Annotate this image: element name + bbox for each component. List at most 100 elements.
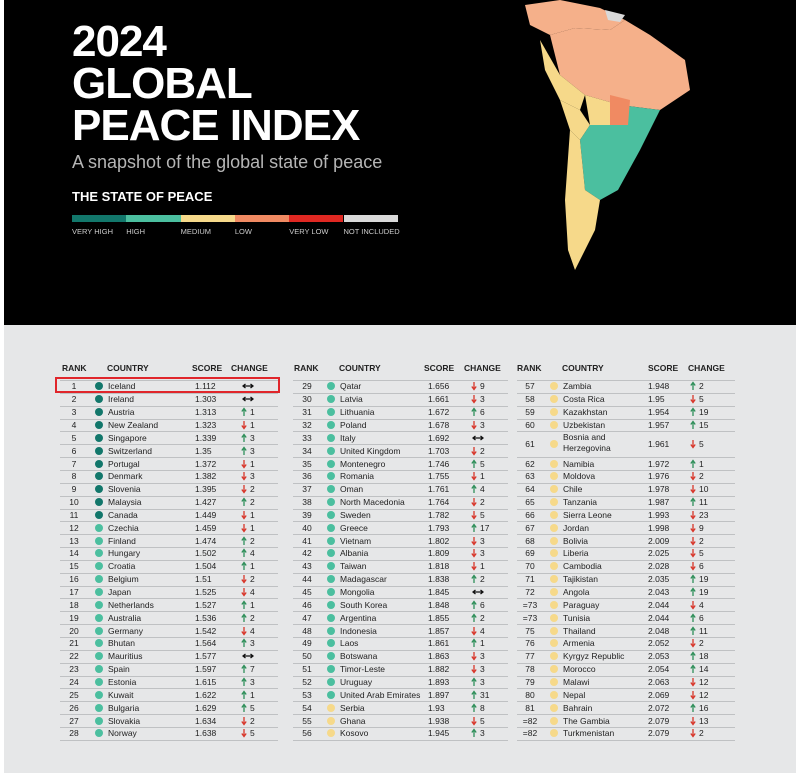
country: Turkmenistan — [563, 728, 615, 739]
row-divider — [293, 482, 508, 484]
legend-swatch — [126, 215, 181, 222]
trend-arrow — [690, 485, 696, 494]
country: Qatar — [340, 381, 362, 392]
row-divider — [60, 624, 278, 626]
row-divider — [293, 611, 508, 613]
row-divider — [60, 739, 278, 741]
change: 19 — [699, 407, 709, 418]
score: 1.809 — [428, 548, 450, 559]
country: Bhutan — [108, 638, 135, 649]
trend-arrow — [241, 523, 247, 533]
rank: 34 — [302, 445, 312, 456]
column-header: CHANGE — [688, 363, 725, 373]
status-dot — [95, 446, 103, 455]
title: 2024 — [72, 17, 167, 66]
row-divider — [517, 469, 735, 471]
row-divider — [60, 649, 278, 651]
rank: 60 — [525, 419, 535, 430]
score: 1.993 — [648, 509, 670, 520]
country: Tajikistan — [563, 574, 598, 585]
country: Madagascar — [340, 574, 387, 585]
trend-arrow — [690, 729, 696, 738]
country: Kosovo — [340, 728, 369, 739]
status-dot — [95, 382, 103, 391]
row-divider — [517, 688, 735, 690]
row-divider — [517, 380, 735, 381]
score: 1.339 — [195, 432, 217, 443]
status-dot — [327, 446, 335, 455]
trend-arrow — [471, 716, 477, 726]
change: 4 — [250, 548, 255, 559]
change: 7 — [250, 664, 255, 675]
row-divider — [293, 585, 508, 587]
score: 1.93 — [428, 702, 445, 713]
change: 5 — [699, 394, 704, 405]
score: 2.072 — [648, 702, 670, 713]
country: Canada — [108, 509, 138, 520]
status-dot — [327, 523, 335, 532]
rank: 55 — [302, 715, 312, 726]
score: 2.043 — [648, 587, 670, 598]
trend-arrow — [690, 497, 696, 507]
score: 1.564 — [195, 638, 217, 649]
country: Greece — [340, 522, 368, 533]
column-header: CHANGE — [231, 363, 268, 373]
rank: 56 — [302, 728, 312, 739]
rank: =82 — [522, 715, 538, 726]
trend-arrow — [242, 383, 254, 389]
rank: 38 — [302, 497, 312, 508]
trend-arrow — [241, 677, 247, 686]
rank: 4 — [71, 419, 77, 430]
status-dot — [327, 690, 335, 699]
status-dot — [95, 703, 103, 712]
row-divider — [60, 637, 278, 638]
rank: 27 — [69, 715, 79, 726]
country: Belgium — [108, 574, 139, 585]
score: 1.764 — [428, 497, 450, 508]
country: Slovenia — [108, 484, 141, 495]
rank: 22 — [69, 651, 79, 662]
country: Costa Rica — [563, 394, 605, 405]
score: 1.629 — [195, 702, 217, 713]
trend-arrow — [241, 690, 247, 699]
status-dot — [95, 690, 103, 699]
country: Uruguay — [340, 676, 373, 687]
score: 2.048 — [648, 625, 670, 636]
status-dot — [95, 433, 103, 442]
rank: 9 — [71, 484, 77, 495]
trend-arrow — [241, 497, 247, 507]
status-dot — [95, 613, 103, 622]
status-dot — [550, 420, 558, 429]
score: 1.634 — [195, 715, 217, 726]
trend-arrow — [471, 600, 477, 609]
score: 2.069 — [648, 689, 670, 700]
status-dot — [550, 485, 558, 494]
change: 4 — [480, 625, 485, 636]
rank: 48 — [302, 625, 312, 636]
status-dot — [95, 536, 103, 545]
trend-arrow — [690, 677, 696, 687]
rank: 29 — [302, 381, 312, 392]
country: Tunisia — [563, 612, 591, 623]
country: Australia — [108, 612, 142, 623]
country: Mongolia — [340, 587, 375, 598]
trend-arrow — [241, 433, 247, 442]
score: 1.961 — [648, 439, 670, 450]
score: 1.893 — [428, 676, 450, 687]
status-dot — [327, 485, 335, 494]
score: 1.761 — [428, 484, 450, 495]
status-dot — [550, 716, 558, 725]
rank: 46 — [302, 599, 312, 610]
country: Serbia — [340, 702, 365, 713]
status-dot — [327, 600, 335, 609]
status-dot — [95, 652, 103, 661]
legend-label: VERY LOW — [289, 227, 329, 236]
change: 1 — [250, 561, 255, 572]
row-divider — [517, 495, 735, 497]
trend-arrow — [471, 536, 477, 546]
country: Finland — [108, 535, 136, 546]
change: 3 — [480, 535, 485, 546]
country: Botswana — [340, 651, 378, 662]
score: 1.382 — [195, 471, 217, 482]
country: Timor-Leste — [340, 664, 386, 675]
